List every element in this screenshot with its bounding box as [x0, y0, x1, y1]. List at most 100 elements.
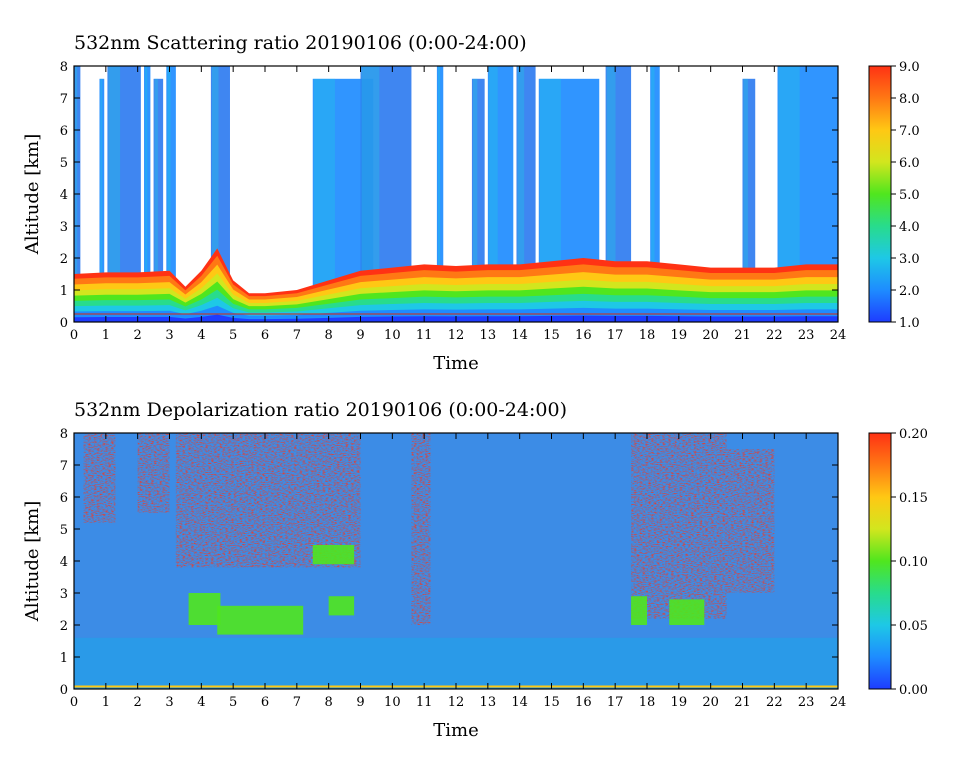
cloud-column-highlight — [145, 66, 148, 322]
colorbar-tick-label: 6.0 — [899, 156, 920, 171]
cloud-column — [650, 66, 660, 322]
x-tick-label: 17 — [607, 328, 624, 343]
panel1-y-ticks: 0 1 2 3 4 5 6 7 8 — [60, 60, 838, 331]
x-tick-label: 9 — [356, 328, 364, 343]
y-tick-label: 2 — [60, 619, 68, 634]
panel2-xlabel: Time — [433, 720, 478, 741]
y-tick-label: 8 — [60, 427, 68, 442]
x-tick-label: 10 — [384, 328, 401, 343]
x-tick-label: 15 — [543, 695, 560, 710]
high-depol-region — [411, 433, 431, 625]
cloud-column — [742, 78, 756, 322]
panel2-title: 532nm Depolarization ratio 20190106 (0:0… — [74, 399, 567, 421]
x-tick-label: 20 — [702, 695, 719, 710]
cloud-column-highlight — [361, 66, 380, 322]
y-tick-label: 6 — [60, 491, 68, 506]
cloud-column-highlight — [778, 66, 800, 322]
y-tick-label: 0 — [60, 683, 68, 698]
high-depol-region — [137, 433, 170, 513]
panel1-xlabel: Time — [433, 353, 478, 374]
colorbar-tick-label: 7.0 — [899, 124, 920, 139]
cloud-column-highlight — [100, 78, 103, 322]
x-tick-label: 17 — [607, 695, 624, 710]
x-tick-label: 10 — [384, 695, 401, 710]
x-tick-label: 11 — [416, 695, 433, 710]
cloud-column — [144, 66, 151, 322]
x-tick-label: 22 — [766, 328, 783, 343]
x-tick-label: 13 — [480, 695, 497, 710]
x-tick-label: 16 — [575, 695, 592, 710]
scattering-ratio-plot — [74, 66, 838, 322]
x-tick-label: 19 — [671, 695, 688, 710]
x-tick-label: 8 — [325, 695, 333, 710]
x-tick-label: 6 — [261, 695, 269, 710]
cloud-column-highlight — [606, 66, 616, 322]
x-tick-label: 1 — [102, 328, 110, 343]
colorbar-tick-label: 4.0 — [899, 220, 920, 235]
y-tick-label: 1 — [60, 284, 68, 299]
green-patch — [328, 596, 355, 616]
panel1-x-ticks: 0 1 2 3 4 5 6 7 8 9 10 11 12 13 14 15 16 17 18 19 20 21 22 23 24 — [70, 66, 846, 343]
cloud-column-highlight — [211, 66, 219, 322]
x-tick-label: 1 — [102, 695, 110, 710]
cloud-column-highlight — [154, 78, 158, 322]
x-tick-label: 18 — [639, 695, 656, 710]
colorbar-tick-label: 0.20 — [899, 427, 928, 442]
x-tick-label: 23 — [798, 695, 815, 710]
x-tick-label: 21 — [734, 695, 751, 710]
cloud-column-highlight — [437, 66, 441, 322]
panel1-title: 532nm Scattering ratio 20190106 (0:00-24… — [74, 32, 527, 54]
colorbar-tick-label: 0.05 — [899, 619, 928, 634]
green-patch — [312, 545, 355, 565]
x-tick-label: 0 — [70, 695, 78, 710]
x-tick-label: 3 — [165, 695, 173, 710]
cloud-column-highlight — [488, 66, 498, 322]
x-tick-label: 2 — [134, 695, 142, 710]
y-tick-label: 1 — [60, 651, 68, 666]
green-patch — [631, 596, 647, 625]
colorbar-tick-label: 3.0 — [899, 252, 920, 267]
y-tick-label: 7 — [60, 459, 68, 474]
x-tick-label: 4 — [197, 695, 205, 710]
x-tick-label: 4 — [197, 328, 205, 343]
panel1-colorbar — [868, 65, 892, 323]
x-tick-label: 7 — [293, 328, 301, 343]
y-tick-label: 4 — [60, 188, 68, 203]
panel2-colorbar-ticks: 0.00 0.05 0.10 0.15 0.20 — [891, 427, 928, 698]
x-tick-label: 19 — [671, 328, 688, 343]
y-tick-label: 8 — [60, 60, 68, 75]
x-tick-label: 5 — [229, 328, 237, 343]
cloud-column-highlight — [743, 78, 748, 322]
x-tick-label: 3 — [165, 328, 173, 343]
cloud-column-highlight — [472, 78, 478, 322]
colorbar-tick-label: 0.00 — [899, 683, 928, 698]
panel1-ylabel: Altitude [km] — [22, 134, 43, 256]
x-tick-label: 5 — [229, 695, 237, 710]
y-tick-label: 3 — [60, 220, 68, 235]
cloud-column — [436, 66, 444, 322]
panel2-colorbar — [868, 432, 892, 690]
cloud-column — [471, 78, 485, 322]
x-tick-label: 2 — [134, 328, 142, 343]
depolarization-ratio-plot — [74, 433, 838, 689]
cloud-column-highlight — [167, 66, 171, 322]
colorbar-tick-label: 9.0 — [899, 60, 920, 75]
x-tick-label: 9 — [356, 695, 364, 710]
cloud-column — [516, 66, 536, 322]
high-depol-region — [631, 433, 727, 619]
high-depol-region — [726, 449, 775, 593]
cloud-column-highlight — [313, 78, 335, 322]
y-tick-label: 5 — [60, 523, 68, 538]
y-tick-label: 2 — [60, 252, 68, 267]
high-depol-region — [83, 433, 116, 523]
x-tick-label: 20 — [702, 328, 719, 343]
cloud-column-highlight — [517, 66, 525, 322]
y-tick-label: 5 — [60, 156, 68, 171]
y-tick-label: 6 — [60, 124, 68, 139]
y-tick-label: 7 — [60, 92, 68, 107]
green-patch — [188, 593, 221, 625]
x-tick-label: 24 — [830, 328, 847, 343]
colorbar-tick-label: 8.0 — [899, 92, 920, 107]
green-patch — [669, 599, 705, 625]
